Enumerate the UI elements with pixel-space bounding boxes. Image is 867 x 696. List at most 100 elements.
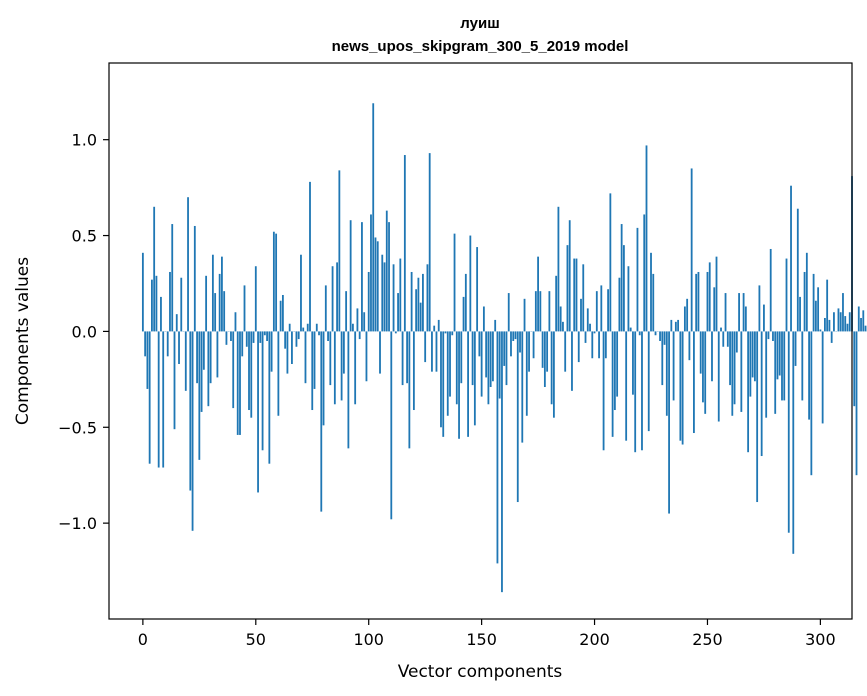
bar-97: [361, 222, 363, 332]
bar-2: [146, 331, 149, 389]
bar-27: [202, 331, 205, 370]
bar-89: [342, 331, 345, 374]
bar-282: [778, 331, 781, 376]
bar-193: [577, 331, 580, 363]
bar-237: [677, 319, 680, 332]
x-tick-label: 200: [579, 630, 610, 649]
y-tick-label: −1.0: [58, 514, 97, 533]
bar-292: [801, 331, 804, 401]
bar-291: [799, 296, 801, 332]
bar-5: [153, 206, 156, 332]
bar-246: [697, 271, 700, 332]
bar-262: [733, 331, 736, 405]
bar-224: [647, 331, 650, 432]
bar-315: [853, 331, 856, 407]
bar-77: [315, 323, 318, 332]
bar-273: [758, 285, 761, 332]
bar-15: [175, 314, 178, 332]
bar-103: [374, 237, 377, 332]
bar-134: [444, 331, 447, 334]
bar-132: [440, 331, 442, 428]
bar-154: [489, 331, 492, 388]
bar-16: [178, 331, 180, 364]
bar-23: [193, 225, 196, 332]
bar-11: [166, 331, 169, 357]
bar-43: [239, 331, 241, 435]
bar-173: [532, 331, 535, 359]
bar-263: [735, 331, 738, 353]
bar-93: [352, 323, 354, 332]
bar-108: [385, 210, 388, 332]
bar-56: [268, 331, 271, 464]
bar-264: [738, 293, 740, 332]
bar-305: [830, 331, 833, 343]
bar-190: [571, 331, 573, 391]
bar-39: [230, 331, 232, 341]
bar-34: [218, 273, 221, 332]
bar-187: [564, 331, 567, 372]
bar-168: [521, 331, 524, 443]
chart-title: луиш: [460, 15, 499, 32]
bar-42: [236, 331, 239, 435]
bar-191: [573, 258, 576, 332]
bar-50: [254, 266, 257, 332]
bar-7: [157, 331, 160, 468]
bar-92: [349, 220, 352, 332]
bar-20: [187, 197, 189, 332]
bar-298: [814, 300, 817, 332]
bar-302: [824, 317, 826, 332]
bar-301: [821, 331, 824, 424]
bar-26: [200, 331, 203, 412]
bar-133: [442, 331, 445, 437]
bar-259: [726, 331, 729, 347]
bar-123: [419, 302, 422, 332]
bar-36: [223, 291, 226, 332]
bar-28: [205, 275, 208, 332]
bar-270: [751, 331, 754, 378]
bar-65: [288, 323, 291, 332]
bar-185: [559, 306, 562, 332]
bar-136: [449, 331, 451, 397]
bar-208: [611, 331, 614, 437]
bar-276: [765, 331, 768, 418]
bar-51: [257, 331, 259, 493]
bar-101: [370, 214, 372, 332]
plot-frame: [108, 62, 853, 620]
x-axis-label: Vector components: [398, 662, 563, 682]
bar-266: [742, 293, 745, 332]
bar-290: [796, 208, 799, 332]
bar-86: [336, 262, 338, 332]
bar-124: [422, 273, 424, 332]
bar-310: [842, 293, 844, 332]
bar-181: [550, 331, 553, 405]
bar-130: [435, 331, 438, 372]
bar-62: [281, 294, 284, 332]
bar-90: [345, 291, 348, 332]
bar-102: [372, 103, 375, 332]
bar-296: [810, 331, 813, 476]
bar-163: [510, 331, 512, 357]
bar-47: [248, 331, 250, 411]
bar-261: [731, 331, 734, 416]
bar-54: [263, 331, 266, 336]
bar-240: [683, 306, 686, 332]
bar-125: [424, 331, 427, 363]
bar-238: [679, 331, 682, 441]
bar-109: [388, 222, 390, 332]
bar-148: [476, 247, 479, 332]
bar-202: [598, 331, 600, 359]
bar-91: [347, 331, 350, 449]
bar-288: [792, 331, 795, 554]
bar-144: [467, 331, 469, 437]
bar-275: [763, 304, 765, 332]
bar-114: [399, 258, 402, 332]
bar-60: [277, 331, 280, 416]
bar-72: [304, 331, 307, 384]
bar-135: [446, 331, 449, 416]
y-axis-ticks: −1.0 −0.5 0.0 0.5 1.0: [58, 131, 109, 533]
bar-131: [437, 319, 440, 332]
bar-70: [300, 254, 302, 332]
bar-6: [155, 275, 158, 332]
bar-257: [722, 331, 725, 347]
bar-32: [214, 293, 217, 332]
